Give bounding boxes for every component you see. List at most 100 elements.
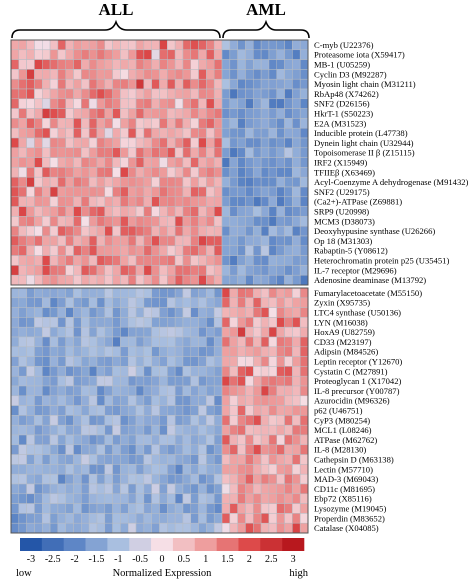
heatmap-cell [213,147,223,158]
heatmap-cell [49,98,59,109]
heatmap-cell [120,503,129,514]
heatmap-cell [292,336,301,348]
heatmap-cell [260,307,270,318]
heatmap-cell [143,167,152,178]
heatmap-cell [159,157,168,168]
heatmap-cell [26,118,35,129]
heatmap-cell [221,346,231,357]
heatmap-cell [159,265,168,276]
heatmap-cell [245,137,254,149]
heatmap-cell [151,395,160,406]
heatmap-cell [112,176,121,188]
heatmap-cell [253,245,262,256]
heatmap-cell [299,326,309,338]
heatmap-cell [284,245,293,256]
heatmap-cell [88,69,98,80]
heatmap-cell [221,375,231,387]
heatmap-cell [65,157,74,168]
heatmap-cell [96,493,106,504]
heatmap-cell [284,176,293,188]
heatmap-cell [182,346,192,357]
heatmap-cell [174,78,184,90]
heatmap-cell [292,78,301,90]
heatmap-cell [206,108,215,119]
heatmap-cell [42,88,51,100]
heatmap-cell [284,157,293,168]
heatmap-cell [253,39,262,51]
heatmap-cell [182,424,192,436]
heatmap-cell [135,287,145,299]
heatmap-cell [229,147,238,158]
heatmap-cell [10,346,20,357]
heatmap-cell [182,375,192,387]
heatmap-cell [151,167,160,178]
heatmap-cell [221,235,231,247]
heatmap-cell [104,375,113,387]
heatmap-cell [190,395,199,406]
heatmap-cell [213,186,223,198]
heatmap-cell [206,245,215,256]
heatmap-cell [245,424,254,436]
heatmap-cell [253,405,262,416]
heatmap-cell [65,454,74,465]
heatmap-cell [65,69,74,80]
heatmap-cell [34,434,43,446]
heatmap-cell [49,127,59,139]
heatmap-cell [26,366,35,377]
heatmap-cell [42,176,51,188]
heatmap-cell [182,434,192,446]
heatmap-cell [206,235,215,247]
heatmap-cell [237,454,246,465]
heatmap-cell [151,366,160,377]
heatmap-cell [253,366,262,377]
heatmap-cell [112,346,121,357]
heatmap-cell [299,454,309,465]
heatmap-cell [104,444,113,455]
heatmap-cell [182,235,192,247]
heatmap-cell [268,454,277,465]
heatmap-cell [190,493,199,504]
heatmap-cell [42,137,51,149]
heatmap-cell [120,225,129,237]
heatmap-cell [18,493,27,504]
heatmap-cell [299,424,309,436]
heatmap-cell [237,366,246,377]
heatmap-cell [112,186,121,198]
heatmap-cell [206,216,215,227]
heatmap-cell [42,287,51,299]
heatmap-cell [49,235,59,247]
heatmap-cell [268,317,277,328]
heatmap-cell [237,395,246,406]
heatmap-cell [26,522,35,534]
heatmap-cell [120,287,129,299]
heatmap-cell [268,216,277,227]
heatmap-cell [268,513,277,524]
heatmap-cell [198,118,207,129]
heatmap-cell [245,473,254,485]
heatmap-cell [120,186,129,198]
heatmap-cell [237,464,246,475]
heatmap-cell [221,176,231,188]
heatmap-cell [198,186,207,198]
heatmap-cell [182,395,192,406]
heatmap-cell [49,49,59,60]
heatmap-cell [260,483,270,495]
heatmap-cell [120,395,129,406]
heatmap-cell [198,395,207,406]
heatmap-cell [206,522,215,534]
heatmap-cell [135,473,145,485]
color-scale-swatch [63,538,86,551]
heatmap-cell [190,59,199,70]
heatmap-cell [276,118,285,129]
heatmap-cell [26,167,35,178]
heatmap-cell [151,444,160,455]
heatmap-cell [174,473,184,485]
heatmap-cell [182,326,192,338]
heatmap-cell [237,356,246,367]
heatmap-cell [120,49,129,60]
heatmap-cell [284,493,293,504]
heatmap-cell [143,235,152,247]
heatmap-cell [18,147,27,158]
heatmap-cell [182,108,192,119]
heatmap-cell [245,225,254,237]
